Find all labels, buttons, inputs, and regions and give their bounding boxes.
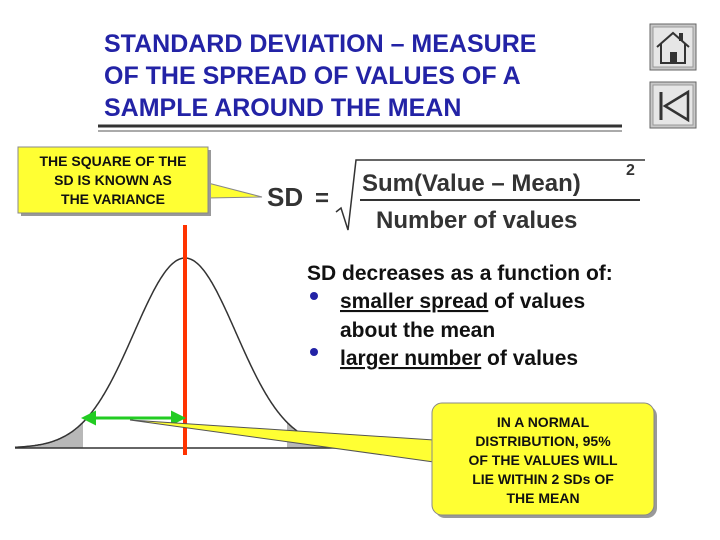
variance-callout: THE SQUARE OF THE SD IS KNOWN AS THE VAR… <box>17 146 263 216</box>
normal-callout: IN A NORMAL DISTRIBUTION, 95% OF THE VAL… <box>129 402 657 518</box>
bullet-rest: of values <box>488 290 585 313</box>
bullet-continuation: about the mean <box>340 319 495 342</box>
title-line: OF THE SPREAD OF VALUES OF A <box>104 62 521 90</box>
explanation-heading: SD decreases as a function of: <box>307 262 613 285</box>
underlined-text: smaller spread <box>340 290 488 313</box>
callout-line: LIE WITHIN 2 SDs OF <box>472 471 614 487</box>
formula-equals: = <box>315 185 329 212</box>
bullet-text: larger number of values <box>340 347 578 370</box>
bullet <box>310 292 318 300</box>
formula-numerator: Sum(Value – Mean) <box>362 170 581 197</box>
formula-lhs: SD <box>267 182 303 212</box>
tail-shade <box>18 422 83 448</box>
formula-exponent: 2 <box>626 162 635 179</box>
formula-denominator: Number of values <box>376 207 577 234</box>
callout-line: OF THE VALUES WILL <box>468 452 618 468</box>
bullet-text: smaller spread of values <box>340 290 585 313</box>
callout-line: DISTRIBUTION, 95% <box>475 433 611 449</box>
title-line: SAMPLE AROUND THE MEAN <box>104 94 461 122</box>
callout-line: THE SQUARE OF THE <box>39 153 186 169</box>
title-line: STANDARD DEVIATION – MEASURE <box>104 30 536 58</box>
bullet <box>310 348 318 356</box>
callout-line: IN A NORMAL <box>497 414 590 430</box>
callout-line: SD IS KNOWN AS <box>54 172 172 188</box>
underlined-text: larger number <box>340 347 481 370</box>
bullet-rest: of values <box>481 347 578 370</box>
back-button[interactable] <box>649 81 697 129</box>
callout-line: THE VARIANCE <box>61 191 165 207</box>
formula: SD = Sum(Value – Mean) 2 Number of value… <box>267 159 645 234</box>
home-button[interactable] <box>649 23 697 71</box>
callout-line: THE MEAN <box>506 490 579 506</box>
